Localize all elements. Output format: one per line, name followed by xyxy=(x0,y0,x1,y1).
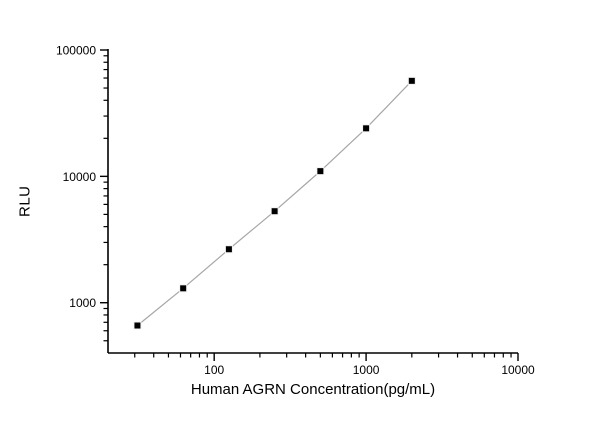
y-tick-label: 10000 xyxy=(63,170,97,184)
y-tick-label: 100000 xyxy=(56,44,96,58)
y-tick-label: 1000 xyxy=(69,296,96,310)
series-line xyxy=(137,80,413,326)
data-point-marker xyxy=(133,321,142,330)
x-tick-label: 100 xyxy=(204,363,224,377)
x-tick-label: 1000 xyxy=(353,363,380,377)
x-tick-label: 10000 xyxy=(501,363,535,377)
y-axis-title: RLU xyxy=(16,185,34,218)
x-axis-title: Human AGRN Concentration(pg/mL) xyxy=(190,381,436,398)
data-point-marker xyxy=(179,284,188,293)
data-point-marker xyxy=(224,245,233,254)
data-point-marker xyxy=(270,207,279,216)
data-point-marker xyxy=(316,167,325,176)
data-point-marker xyxy=(407,76,416,85)
data-point-marker xyxy=(362,124,371,133)
